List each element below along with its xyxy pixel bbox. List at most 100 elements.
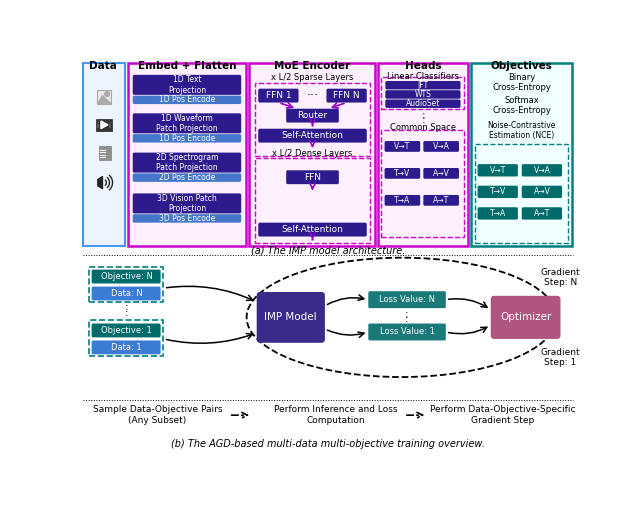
Text: Data: Data [90, 61, 117, 71]
Text: Objectives: Objectives [491, 61, 553, 71]
Text: Common Space: Common Space [390, 122, 456, 132]
Text: x L/2 Dense Layers: x L/2 Dense Layers [273, 149, 353, 158]
Bar [381, 77, 465, 109]
Text: MoE Encoder: MoE Encoder [275, 61, 351, 71]
Text: 1D Text
Projection: 1D Text Projection [168, 75, 206, 94]
Text: Data: 1: Data: 1 [111, 343, 142, 352]
Text: :: : [422, 110, 425, 120]
Text: Embed + Flatten: Embed + Flatten [138, 61, 236, 71]
Bar [99, 146, 111, 161]
Bar [100, 152, 106, 153]
FancyBboxPatch shape [92, 340, 161, 355]
Text: Binary
Cross-Entropy: Binary Cross-Entropy [492, 73, 551, 92]
FancyBboxPatch shape [385, 195, 420, 206]
Text: V→T: V→T [490, 166, 506, 175]
FancyBboxPatch shape [522, 207, 562, 219]
Text: V→A: V→A [534, 166, 550, 175]
FancyBboxPatch shape [92, 324, 161, 337]
FancyBboxPatch shape [257, 292, 325, 343]
FancyBboxPatch shape [132, 194, 241, 213]
Circle shape [105, 92, 109, 97]
FancyBboxPatch shape [132, 152, 241, 173]
Text: V→T: V→T [394, 142, 410, 151]
Bar [109, 124, 111, 125]
Text: 1D Pos Encode: 1D Pos Encode [159, 134, 215, 143]
FancyBboxPatch shape [132, 173, 241, 182]
FancyBboxPatch shape [132, 214, 241, 223]
Text: ···: ··· [307, 89, 319, 102]
Bar [83, 62, 125, 246]
FancyBboxPatch shape [385, 100, 461, 108]
Text: Noise-Contrastive
Estimation (NCE): Noise-Contrastive Estimation (NCE) [488, 120, 556, 140]
FancyBboxPatch shape [423, 195, 459, 206]
Text: T→A: T→A [394, 196, 410, 205]
Text: Self-Attention: Self-Attention [282, 225, 344, 234]
Text: 1D Waveform
Patch Projection: 1D Waveform Patch Projection [156, 114, 218, 133]
Text: Loss Value: 1: Loss Value: 1 [380, 328, 435, 336]
Polygon shape [101, 121, 108, 129]
Bar [378, 62, 468, 246]
Text: Heads: Heads [405, 61, 442, 71]
Text: Gradient
Step: 1: Gradient Step: 1 [541, 347, 580, 367]
FancyBboxPatch shape [491, 296, 561, 339]
FancyBboxPatch shape [385, 81, 461, 89]
Text: Softmax
Cross-Entropy: Softmax Cross-Entropy [492, 96, 551, 115]
FancyBboxPatch shape [326, 89, 367, 103]
FancyBboxPatch shape [92, 287, 161, 300]
FancyBboxPatch shape [477, 186, 518, 198]
Text: A→V: A→V [433, 169, 449, 178]
Bar [90, 267, 163, 302]
FancyBboxPatch shape [522, 164, 562, 176]
Text: Sample Data-Objective Pairs
(Any Subset): Sample Data-Objective Pairs (Any Subset) [93, 405, 222, 425]
Bar [255, 82, 370, 155]
FancyBboxPatch shape [385, 90, 461, 99]
Bar [97, 122, 99, 123]
Text: (a) The IMP model architecture.: (a) The IMP model architecture. [251, 245, 405, 256]
Text: V→A: V→A [433, 142, 449, 151]
Text: Gradient
Step: N: Gradient Step: N [541, 268, 580, 287]
Text: Router: Router [298, 111, 328, 120]
Text: Perform Inference and Loss
Computation: Perform Inference and Loss Computation [274, 405, 397, 425]
Text: 2D Pos Encode: 2D Pos Encode [159, 173, 215, 182]
FancyBboxPatch shape [385, 168, 420, 179]
FancyBboxPatch shape [477, 164, 518, 176]
Text: :: : [125, 308, 128, 318]
FancyBboxPatch shape [259, 129, 367, 143]
Text: (b) The AGD-based multi-data multi-objective training overview.: (b) The AGD-based multi-data multi-objec… [171, 439, 485, 450]
Text: WTS: WTS [415, 90, 432, 99]
FancyBboxPatch shape [423, 141, 459, 152]
Text: :: : [405, 308, 409, 319]
Text: FFN 1: FFN 1 [266, 91, 291, 100]
Text: A→T: A→T [433, 196, 449, 205]
Text: 3D Pos Encode: 3D Pos Encode [159, 214, 215, 223]
FancyBboxPatch shape [92, 270, 161, 283]
Text: Objective: 1: Objective: 1 [101, 326, 152, 335]
Text: x L/2 Sparse Layers: x L/2 Sparse Layers [271, 73, 354, 82]
Bar [97, 102, 111, 104]
FancyBboxPatch shape [132, 113, 241, 133]
Bar [90, 321, 163, 356]
FancyBboxPatch shape [368, 324, 446, 340]
Text: :: : [405, 314, 409, 324]
Text: A→T: A→T [534, 209, 550, 218]
FancyBboxPatch shape [132, 134, 241, 143]
Text: :: : [422, 115, 425, 125]
Text: T→A: T→A [490, 209, 506, 218]
FancyBboxPatch shape [132, 96, 241, 104]
Text: T→V: T→V [490, 187, 506, 197]
Bar [476, 144, 568, 243]
Text: 2D Spectrogram
Patch Projection: 2D Spectrogram Patch Projection [156, 153, 218, 172]
Text: AudioSet: AudioSet [406, 99, 440, 108]
Text: Self-Attention: Self-Attention [282, 131, 344, 140]
Text: IMP Model: IMP Model [264, 312, 317, 323]
Text: Loss Value: N: Loss Value: N [379, 295, 435, 304]
Bar [472, 62, 572, 246]
FancyBboxPatch shape [477, 207, 518, 219]
Text: FFN: FFN [304, 173, 321, 182]
Bar [109, 122, 111, 123]
FancyBboxPatch shape [286, 109, 339, 122]
FancyBboxPatch shape [385, 141, 420, 152]
Bar [97, 90, 111, 104]
Text: 1D Pos Encode: 1D Pos Encode [159, 96, 215, 104]
Bar [97, 126, 99, 128]
